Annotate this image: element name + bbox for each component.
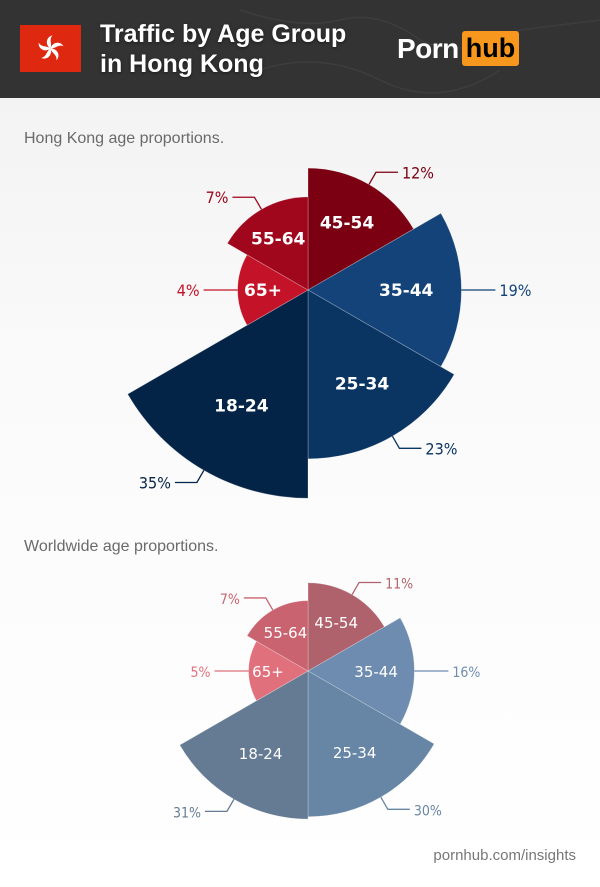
pornhub-logo: Porn hub: [397, 31, 520, 66]
page-title: Traffic by Age Group in Hong Kong: [100, 19, 346, 79]
hong-kong-leader-line: [174, 470, 205, 484]
hong-kong-percent-label: 35%: [139, 473, 171, 492]
hong-kong-percent-label: 4%: [177, 281, 200, 300]
worldwide-category-label: 18-24: [239, 745, 283, 763]
worldwide-sector-25-34: [307, 670, 435, 818]
worldwide-leader-line: [204, 798, 235, 813]
hong-kong-leader-line: [391, 435, 422, 449]
hong-kong-percent-label: 19%: [499, 281, 531, 300]
hong-kong-flag-icon: [20, 25, 81, 72]
title-line-2: in Hong Kong: [100, 50, 264, 78]
worldwide-leader-line: [351, 581, 382, 595]
hong-kong-category-label: 18-24: [214, 396, 269, 416]
hong-kong-percent-label: 12%: [402, 163, 434, 182]
worldwide-category-label: 25-34: [333, 744, 377, 762]
hong-kong-percent-label: 7%: [206, 188, 229, 207]
title-line-1: Traffic by Age Group: [100, 20, 347, 48]
worldwide-percent-label: 30%: [414, 803, 442, 819]
hong-kong-sector-25-34: [307, 289, 455, 460]
worldwide-section-title: Worldwide age proportions.: [24, 538, 219, 555]
worldwide-leader-line: [380, 796, 410, 810]
worldwide-percent-label: 5%: [191, 665, 211, 681]
hong-kong-category-label: 35-44: [379, 281, 434, 301]
header: Traffic by Age Group in Hong Kong Porn h…: [0, 0, 600, 98]
hong-kong-section-title: Hong Kong age proportions.: [24, 130, 225, 147]
worldwide-sector-45-54: [307, 582, 385, 672]
hong-kong-sector-45-54: [307, 167, 415, 291]
worldwide-percent-label: 31%: [173, 805, 201, 821]
worldwide-percent-label: 16%: [452, 665, 480, 681]
worldwide-percent-label: 7%: [220, 592, 240, 608]
hong-kong-leader-line: [368, 171, 398, 185]
worldwide-category-label: 65+: [252, 663, 284, 681]
hong-kong-sector-55-64: [226, 196, 309, 291]
hong-kong-category-label: 55-64: [251, 229, 306, 249]
worldwide-sector-55-64: [246, 600, 309, 672]
worldwide-category-label: 35-44: [354, 663, 398, 681]
worldwide-category-label: 45-54: [314, 614, 358, 632]
worldwide-category-label: 55-64: [264, 624, 308, 642]
logo-part-2: hub: [461, 31, 520, 66]
source-footer: pornhub.com/insights: [433, 847, 576, 864]
worldwide-leader-line: [243, 597, 274, 611]
hong-kong-leader-line: [232, 196, 262, 210]
hong-kong-category-label: 25-34: [335, 375, 390, 395]
logo-part-1: Porn: [397, 32, 459, 64]
hong-kong-percent-label: 23%: [425, 439, 457, 458]
hong-kong-category-label: 65+: [244, 281, 282, 301]
worldwide-sector-35-44: [307, 617, 415, 725]
hong-kong-category-label: 45-54: [320, 213, 375, 233]
worldwide-percent-label: 11%: [385, 576, 413, 592]
hong-kong-sector-65+: [237, 254, 309, 326]
hong-kong-sector-18-24: [127, 289, 309, 499]
